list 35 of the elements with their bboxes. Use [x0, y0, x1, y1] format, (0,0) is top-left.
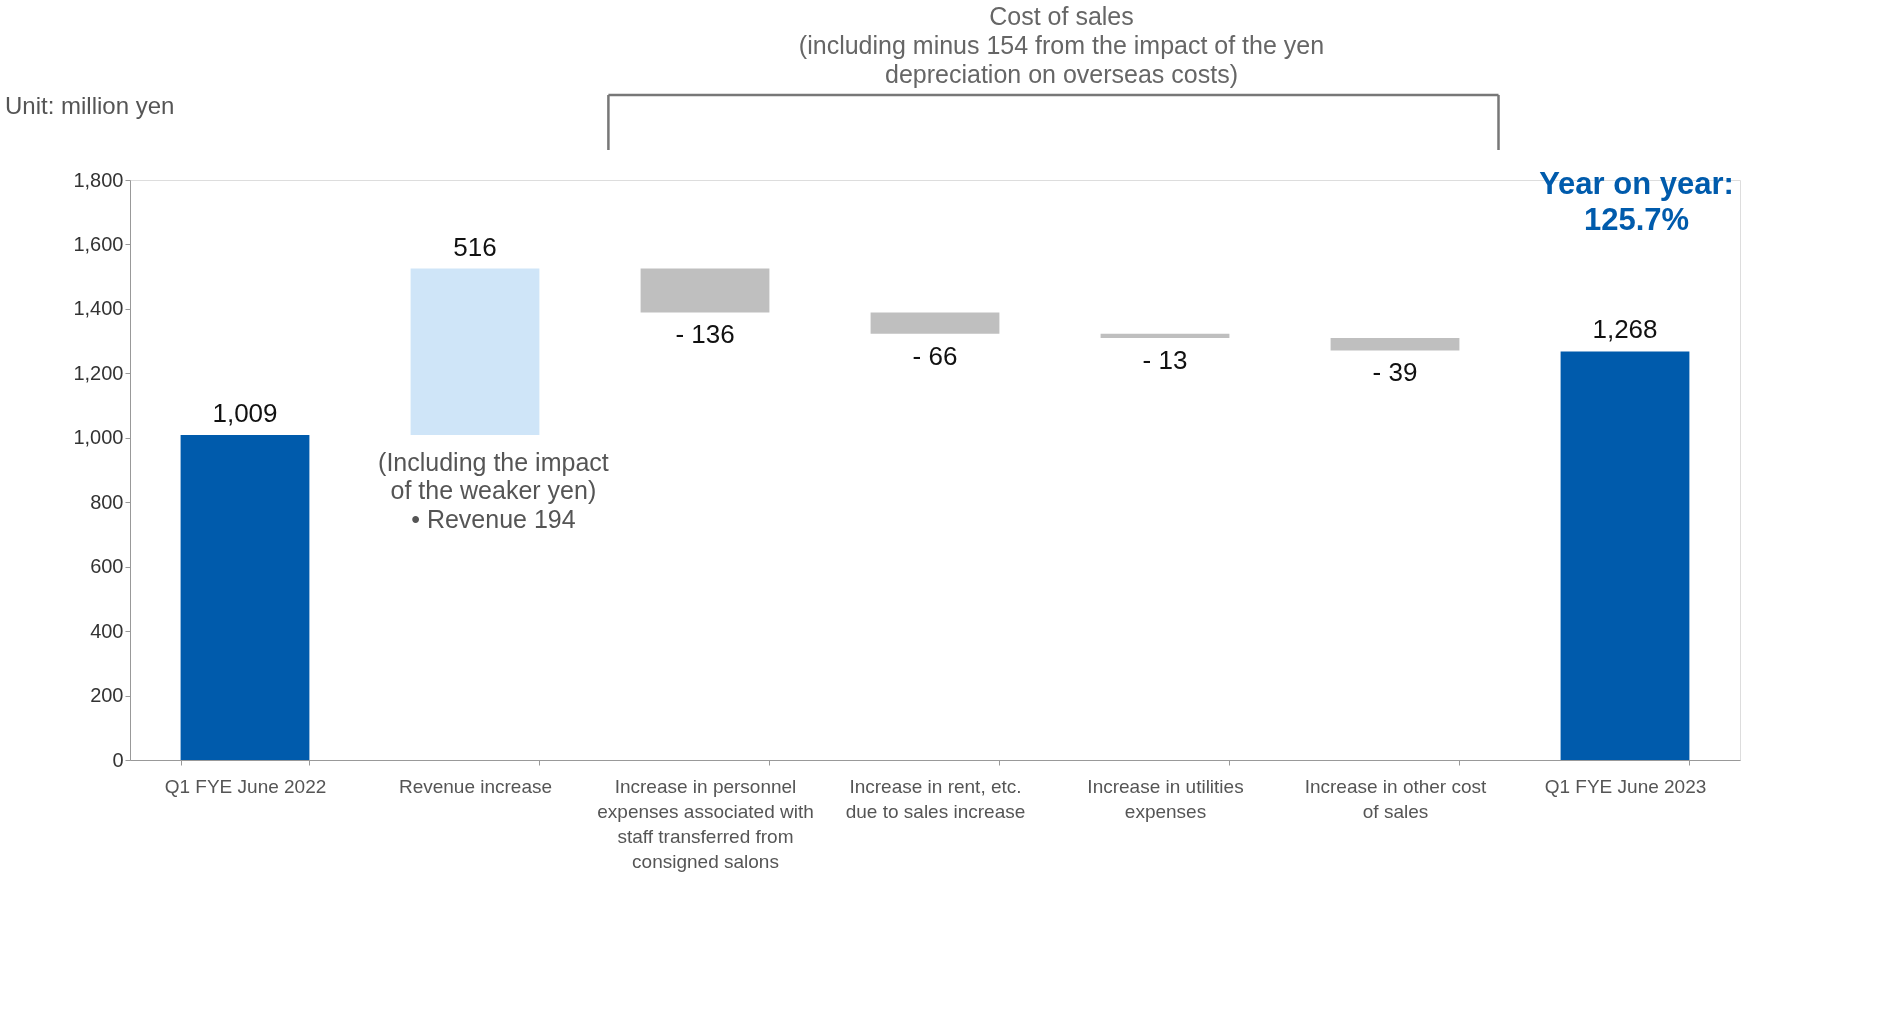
- bar: [640, 268, 770, 313]
- data-label: 1,268: [1592, 314, 1658, 345]
- data-label: - 136: [675, 319, 735, 350]
- x-tick-label: Q1 FYE June 2022: [164, 775, 327, 797]
- bar: [1560, 351, 1690, 760]
- bar: [180, 434, 310, 760]
- y-tick-label: 600: [90, 555, 124, 578]
- bar: [870, 312, 1000, 334]
- text: Unit: million yen: [5, 92, 175, 119]
- x-tick-label: Q1 FYE June 2023: [1544, 775, 1707, 797]
- y-tick-label: 0: [112, 748, 124, 771]
- y-tick-label: 1,000: [73, 426, 124, 449]
- annotation: Year on year: 125.7%: [1539, 166, 1734, 237]
- y-tick-label: 1,400: [73, 297, 124, 320]
- y-tick-label: 800: [90, 490, 124, 513]
- data-label: - 13: [1142, 344, 1188, 375]
- x-tick-label: Revenue increase: [398, 775, 553, 797]
- x-tick-label: Increase in rent, etc. due to sales increase: [845, 775, 1026, 822]
- y-tick-label: 1,200: [73, 361, 124, 384]
- data-label: - 66: [912, 340, 958, 371]
- x-tick-label: Increase in personnel expenses associated with staff transferred from consigned salons: [597, 775, 814, 872]
- text: Cost of sales (including minus 154 from the impact of the yen depreciation on overseas costs): [798, 2, 1325, 88]
- bar: [1330, 337, 1460, 351]
- x-tick-label: Increase in other cost of sales: [1304, 775, 1488, 822]
- y-tick-label: 1,600: [73, 232, 124, 255]
- y-tick-label: 200: [90, 684, 124, 707]
- bar: [1100, 333, 1230, 338]
- bar: [410, 268, 540, 435]
- y-tick-label: 1,800: [73, 168, 124, 191]
- annotation: (Including the impact of the weaker yen) • Revenue 194: [378, 447, 609, 534]
- data-label: 1,009: [212, 397, 278, 428]
- data-label: 516: [453, 231, 497, 262]
- x-tick-label: Increase in utilities expenses: [1087, 775, 1244, 822]
- y-tick-label: 400: [90, 619, 124, 642]
- data-label: - 39: [1372, 357, 1418, 388]
